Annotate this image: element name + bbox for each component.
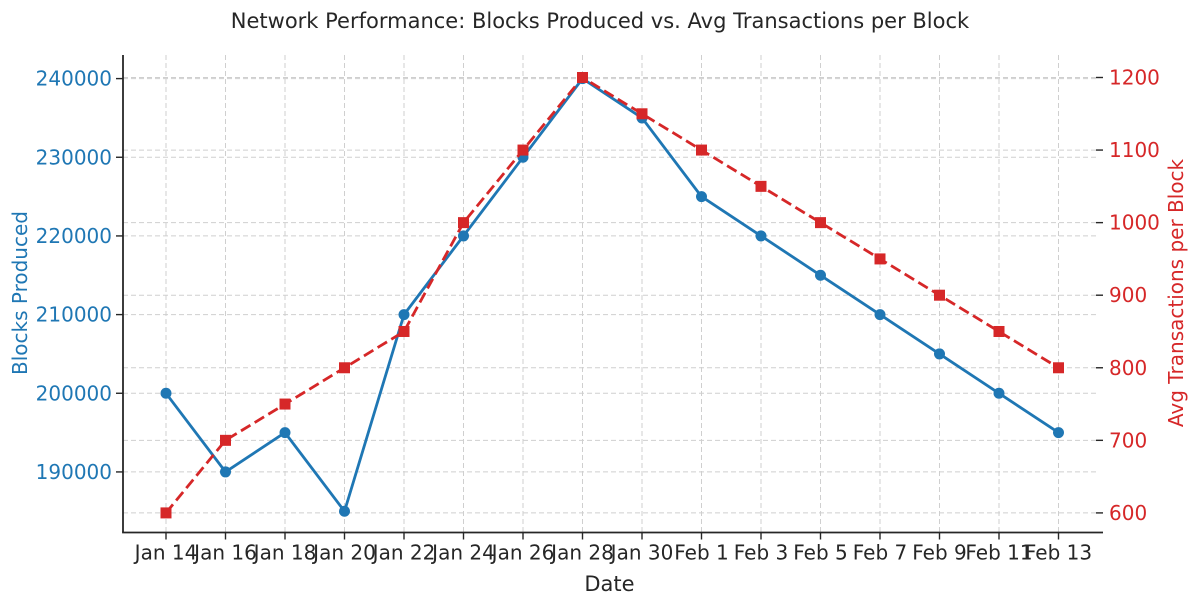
left-tick-label: 200000 <box>36 381 112 405</box>
x-tick-label: Feb 1 <box>674 541 729 565</box>
avg-transactions-per-block-marker <box>220 434 231 446</box>
ticks-and-tick-labels: 190000 200000 210000 220000 230000 240000 600 7… <box>36 65 1160 564</box>
left-tick-label: 210000 <box>36 303 112 327</box>
right-tick-label: 1200 <box>1109 65 1160 89</box>
avg-transactions-per-block-marker <box>874 253 886 265</box>
blocks-produced-marker <box>755 230 767 242</box>
x-tick-label: Feb 5 <box>793 541 848 565</box>
horizontal-gridlines <box>123 76 1096 514</box>
avg-transactions-per-block-marker <box>398 325 410 337</box>
avg-transactions-per-block-marker <box>696 144 707 156</box>
vertical-gridlines <box>165 55 1059 533</box>
x-tick-label: Feb 7 <box>853 541 908 565</box>
avg-transactions-per-block-marker <box>815 217 826 229</box>
left-tick-label: 220000 <box>36 224 112 248</box>
blocks-produced-marker <box>458 230 469 242</box>
right-tick-label: 800 <box>1109 356 1147 380</box>
blocks-produced-marker <box>815 269 826 281</box>
avg-transactions-per-block-line <box>164 76 1060 514</box>
blocks-produced-marker <box>993 387 1005 399</box>
x-tick-label: Jan 22 <box>371 541 436 565</box>
x-tick-label: Feb 11 <box>965 541 1032 565</box>
series-avg-transactions-per-block <box>160 71 1064 519</box>
x-tick-label: Feb 3 <box>734 541 789 565</box>
right-tick-label: 1100 <box>1109 138 1160 162</box>
x-tick-label: Feb 9 <box>912 541 967 565</box>
avg-transactions-per-block-marker <box>458 217 469 229</box>
x-tick-label: Jan 28 <box>549 541 614 565</box>
avg-transactions-per-block-marker <box>1053 362 1064 374</box>
left-tick-label: 230000 <box>36 145 112 169</box>
right-axis-label: Avg Transactions per Block <box>1164 158 1188 428</box>
blocks-produced-marker <box>1053 427 1064 439</box>
avg-transactions-per-block-marker <box>993 325 1005 337</box>
x-tick-label: Jan 18 <box>252 541 317 565</box>
chart-title: Network Performance: Blocks Produced vs.… <box>230 9 970 33</box>
blocks-produced-marker <box>220 466 231 478</box>
avg-transactions-per-block-marker <box>517 144 529 156</box>
spines <box>122 55 1103 534</box>
blocks-produced-line <box>164 77 1060 513</box>
x-tick-label: Jan 24 <box>430 541 495 565</box>
x-tick-label: Feb 13 <box>1025 541 1092 565</box>
blocks-produced-marker <box>934 348 945 360</box>
x-tick-label: Jan 14 <box>133 541 198 565</box>
right-tick-label: 1000 <box>1109 211 1160 235</box>
blocks-produced-marker <box>279 427 291 439</box>
avg-transactions-per-block-marker <box>160 507 172 519</box>
x-axis-label: Date <box>584 572 635 596</box>
x-tick-label: Jan 20 <box>311 541 376 565</box>
right-tick-label: 900 <box>1109 283 1147 307</box>
avg-transactions-per-block-marker <box>339 362 350 374</box>
avg-transactions-per-block-marker <box>636 108 648 120</box>
blocks-produced-marker <box>874 309 886 321</box>
right-tick-label: 700 <box>1109 428 1147 452</box>
blocks-produced-marker <box>398 309 410 321</box>
left-tick-label: 190000 <box>36 460 112 484</box>
avg-transactions-per-block-marker <box>755 180 767 192</box>
x-tick-label: Jan 26 <box>490 541 555 565</box>
x-tick-label: Jan 16 <box>192 541 257 565</box>
blocks-produced-marker <box>696 191 707 203</box>
x-tick-label: Jan 30 <box>609 541 674 565</box>
avg-transactions-per-block-marker <box>279 398 291 410</box>
blocks-produced-marker <box>339 505 350 517</box>
avg-transactions-per-block-marker <box>934 289 945 301</box>
avg-transactions-per-block-marker <box>577 71 588 83</box>
right-tick-label: 600 <box>1109 501 1147 525</box>
left-tick-label: 240000 <box>36 67 112 91</box>
blocks-produced-marker <box>160 387 172 399</box>
left-axis-label: Blocks Produced <box>8 211 32 375</box>
